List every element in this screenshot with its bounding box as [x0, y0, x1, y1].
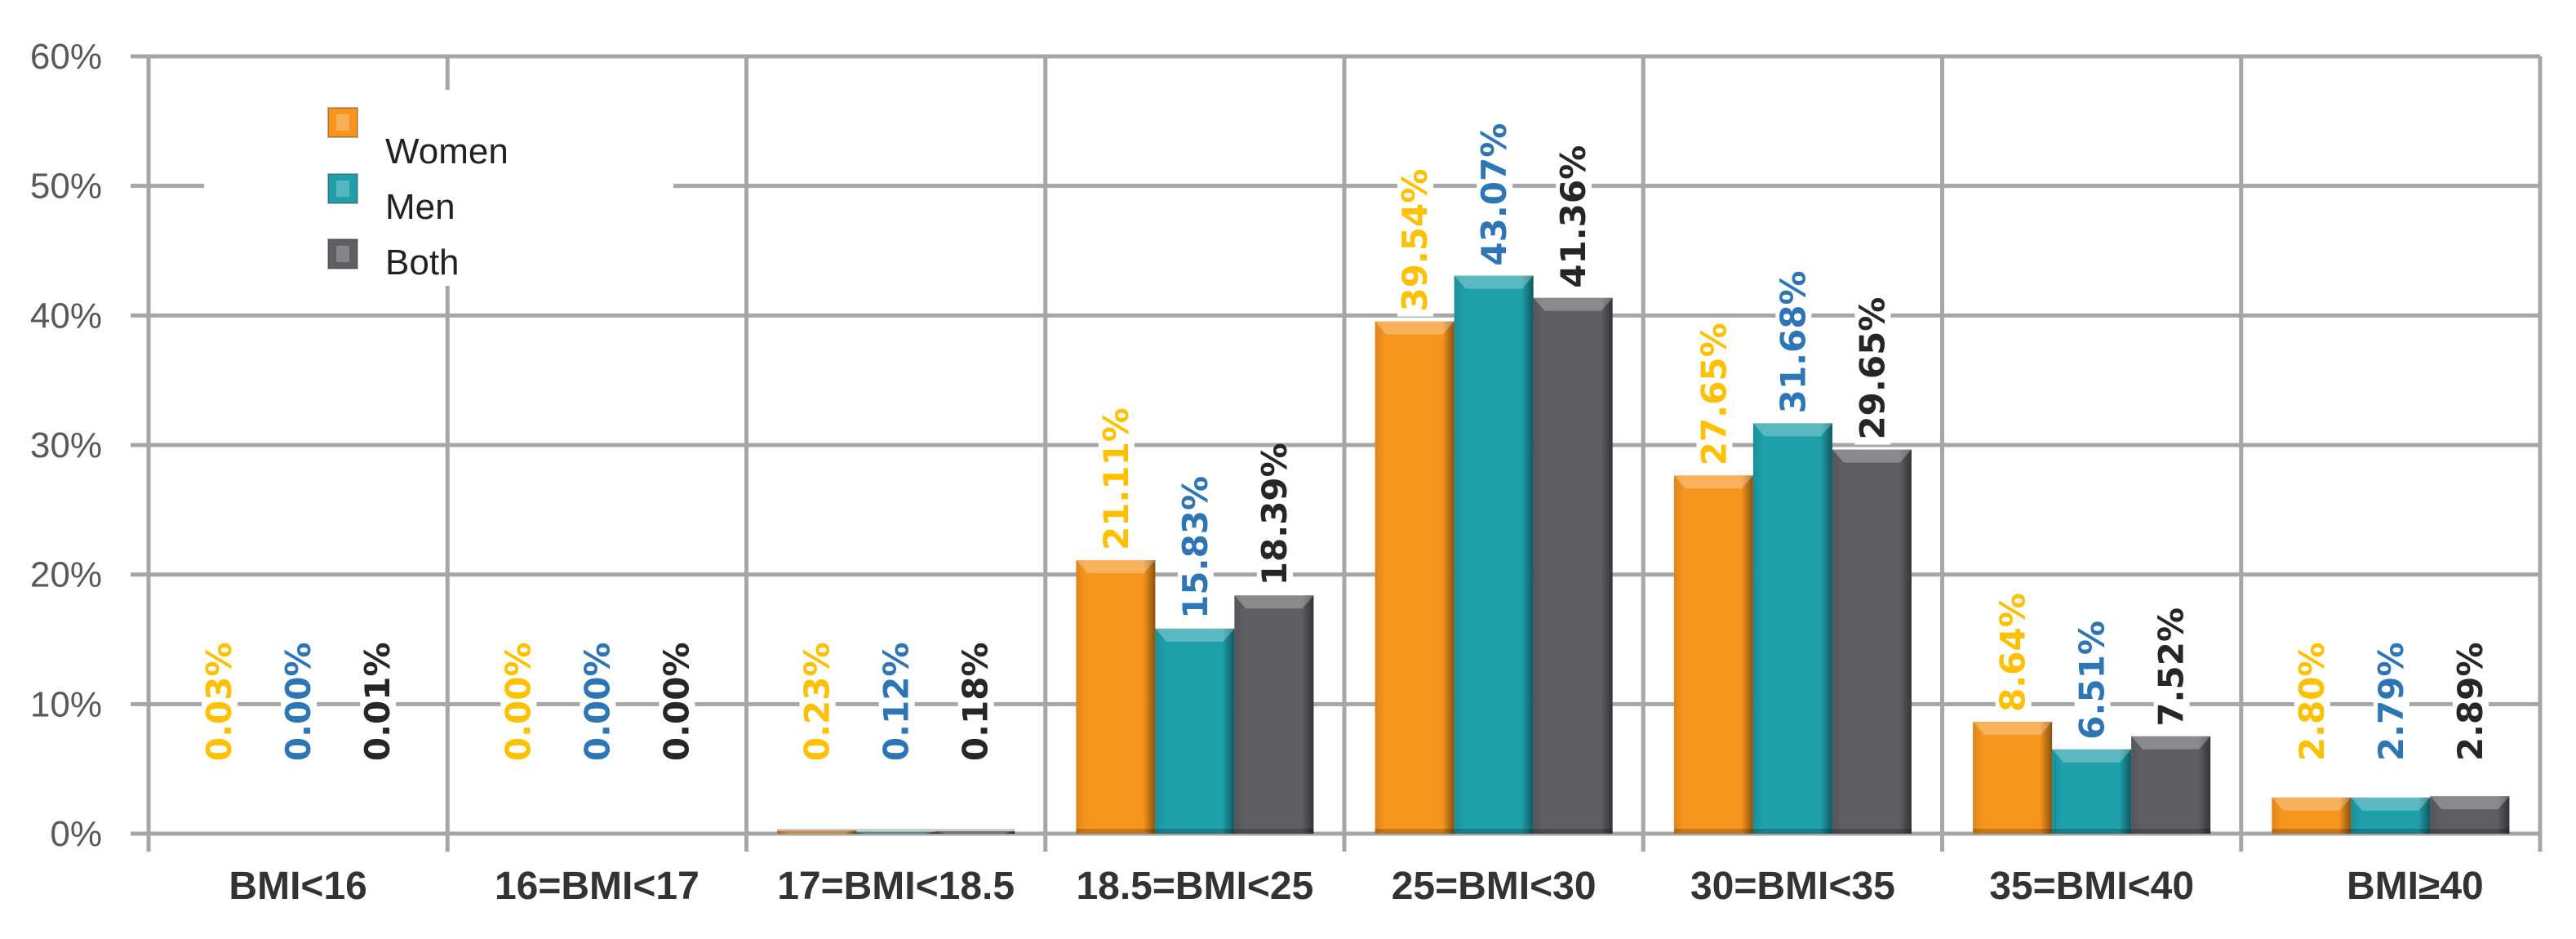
x-axis-ticks: BMI<16 16=BMI<17 17=BMI<18.5 18.5=BMI<25 25=… [229, 865, 2483, 908]
y-tick-label: 50% [30, 167, 102, 207]
y-tick-label: 40% [30, 296, 102, 336]
y-tick-label: 60% [30, 37, 102, 77]
data-label-both: 41.36% [1553, 145, 1593, 288]
bar-women [1375, 321, 1455, 834]
x-tick-label: BMI<16 [229, 865, 366, 908]
y-tick-label: 30% [30, 425, 102, 465]
label-bg [2373, 650, 2409, 767]
legend-item-women: Women [327, 107, 509, 171]
bar-men [2351, 797, 2431, 834]
label-bg [957, 650, 994, 767]
bar-both [935, 829, 1015, 834]
label-bg [1397, 179, 1434, 317]
label-bg [659, 650, 695, 767]
y-tick-label: 10% [30, 684, 102, 724]
label-bg [202, 650, 238, 767]
label-bg [2153, 615, 2190, 732]
legend-swatch-icon [327, 238, 358, 269]
y-axis-ticks: 0% 10% 20% 30% 40% 50% 60% [30, 37, 102, 854]
legend-box [204, 90, 673, 286]
data-label-men: 0.00% [577, 642, 617, 761]
bar-men [856, 829, 936, 834]
bar-women [2272, 797, 2352, 834]
y-tick-label: 20% [30, 555, 102, 595]
bar-men [1454, 275, 1534, 834]
label-bg [799, 650, 836, 767]
data-label-women: 0.03% [199, 642, 239, 761]
data-label-men: 0.12% [877, 642, 917, 761]
bar-men [2052, 749, 2132, 834]
legend-label: Men [385, 187, 455, 227]
legend-swatch-icon [327, 107, 358, 138]
x-tick-label: 25=BMI<30 [1392, 865, 1597, 908]
x-tick-label: 35=BMI<40 [1989, 865, 2194, 908]
data-label-women: 27.65% [1694, 323, 1734, 465]
x-tick-label: BMI≥40 [2347, 865, 2484, 908]
bar-both [1234, 595, 1314, 834]
label-bg [1995, 600, 2032, 717]
label-bg [500, 650, 537, 767]
legend: Women Men Both [204, 90, 673, 286]
bars [777, 275, 2510, 834]
x-tick-label: 18.5=BMI<25 [1076, 865, 1313, 908]
x-tick-label: 30=BMI<35 [1690, 865, 1895, 908]
bar-women [777, 829, 857, 834]
label-bg [580, 650, 616, 767]
data-labels: 0.03% 0.00% 0.01% 0.00% 0.00% 0.00% 0.23% 0.12%… [199, 123, 2490, 767]
label-bg [1775, 281, 1812, 419]
bar-both [1533, 297, 1613, 834]
data-label-men: 15.83% [1175, 476, 1215, 619]
label-bg [2074, 628, 2111, 745]
bar-men [1752, 423, 1832, 834]
bar-both [1832, 449, 1912, 834]
data-label-men: 6.51% [2072, 621, 2112, 740]
data-label-both: 0.00% [656, 642, 696, 761]
label-bg [1477, 133, 1513, 271]
data-label-both: 18.39% [1255, 443, 1295, 585]
bar-women [1973, 721, 2053, 834]
data-label-women: 8.64% [1993, 593, 2033, 712]
label-bg [878, 650, 915, 767]
label-bg [360, 650, 397, 767]
label-bg [1098, 418, 1135, 556]
label-bg [2452, 650, 2489, 767]
data-label-women: 0.23% [797, 642, 837, 761]
x-tick-label: 16=BMI<17 [495, 865, 700, 908]
data-label-both: 29.65% [1852, 297, 1892, 440]
x-tick-label: 17=BMI<18.5 [777, 865, 1015, 908]
legend-label: Women [385, 131, 509, 171]
data-label-women: 39.54% [1395, 169, 1435, 312]
data-label-women: 0.00% [498, 642, 538, 761]
data-label-both: 0.01% [358, 642, 398, 761]
data-label-women: 2.80% [2292, 642, 2332, 761]
data-label-both: 7.52% [2152, 607, 2192, 727]
bar-both [2131, 736, 2211, 834]
label-bg [281, 650, 318, 767]
data-label-women: 21.11% [1096, 407, 1136, 550]
y-tick-label: 0% [50, 814, 102, 854]
data-label-both: 0.18% [956, 642, 996, 761]
bar-women [1673, 475, 1753, 834]
label-bg [1556, 155, 1592, 293]
legend-item-both: Both [327, 238, 460, 283]
data-label-men: 43.07% [1474, 123, 1514, 266]
bar-both [2430, 796, 2510, 834]
legend-swatch-icon [327, 173, 358, 204]
label-bg [1854, 307, 1891, 445]
legend-label: Both [385, 243, 460, 283]
data-label-both: 2.89% [2450, 642, 2490, 761]
label-bg [1177, 486, 1214, 624]
label-bg [1256, 453, 1293, 591]
data-label-men: 31.68% [1773, 270, 1813, 413]
bar-men [1155, 628, 1235, 834]
label-bg [2294, 650, 2330, 767]
label-bg [1696, 333, 1733, 471]
data-label-men: 2.79% [2371, 642, 2411, 761]
data-label-men: 0.00% [278, 642, 318, 761]
bar-women [1076, 560, 1156, 834]
legend-item-men: Men [327, 173, 455, 227]
